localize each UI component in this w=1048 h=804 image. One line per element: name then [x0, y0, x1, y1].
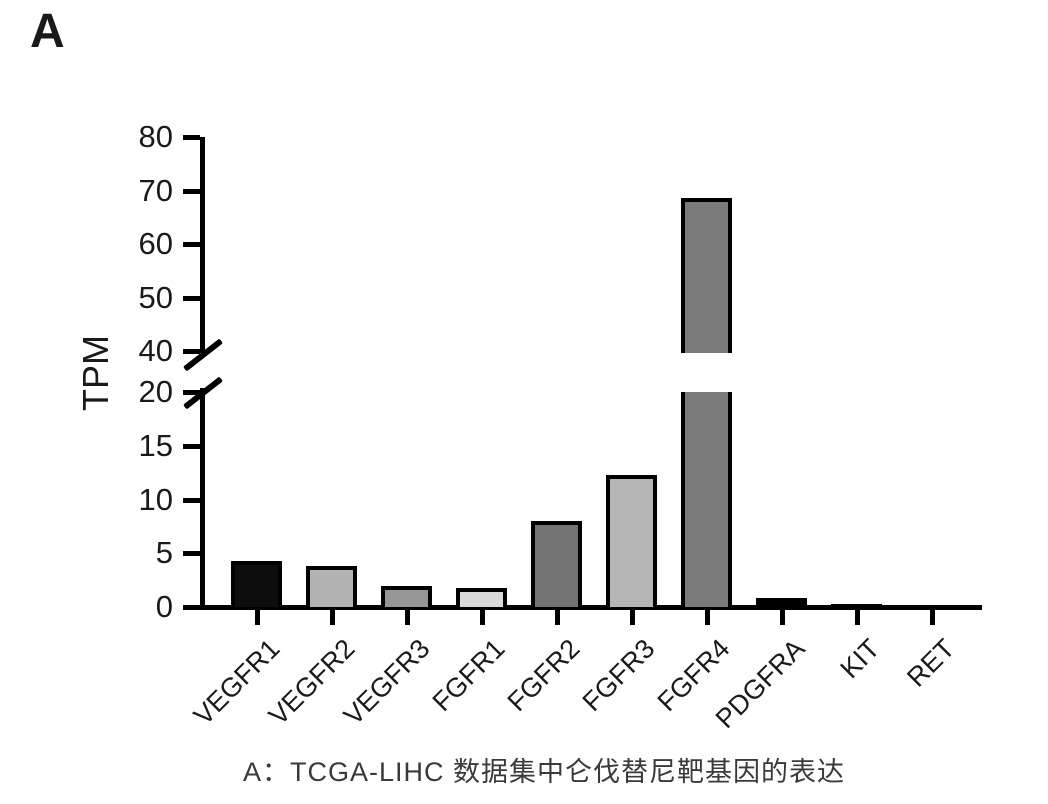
bar-lower-FGFR4 [681, 392, 732, 607]
bar-upper-FGFR4 [681, 197, 732, 353]
figure-caption: A：TCGA-LIHC 数据集中仑伐替尼靶基因的表达 [242, 757, 846, 787]
bar-FGFR1 [456, 587, 507, 607]
bar-VEGFR2 [306, 566, 357, 607]
y-tick-60 [183, 242, 200, 247]
bar-KIT [831, 603, 882, 607]
y-tick-40 [183, 349, 200, 354]
y-tick-label-20: 20 [138, 374, 173, 409]
x-tick-FGFR1 [480, 610, 485, 625]
x-tick-PDGFRA [780, 610, 785, 625]
bar-FGFR2 [531, 521, 582, 607]
y-tick-0 [183, 605, 200, 610]
bar-PDGFRA [756, 598, 807, 607]
bar-VEGFR3 [381, 585, 432, 607]
x-axis-line [200, 605, 982, 610]
x-tick-VEGFR1 [255, 610, 260, 625]
y-tick-label-80: 80 [138, 119, 173, 154]
x-tick-FGFR4 [705, 610, 710, 625]
y-tick-5 [183, 551, 200, 557]
y-tick-15 [183, 443, 200, 449]
x-tick-KIT [855, 610, 860, 625]
y-tick-label-50: 50 [138, 279, 173, 315]
y-tick-20 [183, 390, 200, 395]
y-tick-label-0: 0 [155, 589, 173, 624]
y-tick-80 [183, 135, 200, 140]
x-tick-VEGFR2 [330, 610, 335, 625]
y-axis-upper-segment [200, 137, 205, 353]
y-tick-10 [183, 497, 200, 503]
y-tick-70 [183, 188, 200, 194]
x-tick-FGFR2 [555, 610, 560, 625]
x-tick-FGFR3 [630, 610, 635, 625]
y-tick-label-15: 15 [138, 427, 173, 463]
y-tick-label-40: 40 [138, 333, 173, 368]
y-axis-lower-segment [200, 388, 205, 610]
bar-VEGFR1 [231, 560, 282, 607]
y-tick-label-10: 10 [138, 481, 173, 517]
y-tick-50 [183, 295, 200, 301]
panel-label: A [30, 5, 66, 58]
y-tick-label-60: 60 [138, 226, 173, 261]
x-tick-RET [930, 610, 935, 625]
y-tick-label-70: 70 [138, 172, 173, 208]
y-tick-label-5: 5 [155, 535, 173, 571]
x-tick-VEGFR3 [405, 610, 410, 625]
bar-FGFR3 [606, 474, 657, 607]
